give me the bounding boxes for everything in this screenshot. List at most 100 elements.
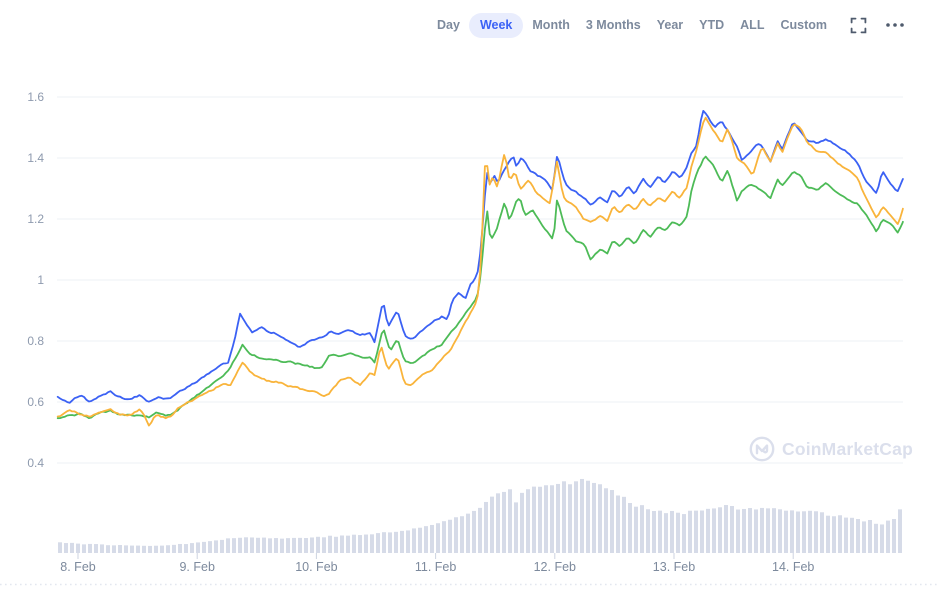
y-tick-label: 1 [37, 273, 44, 287]
volume-bar [364, 534, 368, 553]
volume-bar [886, 520, 890, 553]
volume-bar [136, 545, 140, 553]
volume-bar [466, 513, 470, 553]
volume-bar [544, 485, 548, 553]
volume-bar [754, 509, 758, 553]
volume-bar [520, 492, 524, 553]
volume-bar [124, 545, 128, 553]
volume-bar [652, 510, 656, 553]
volume-bar [232, 538, 236, 553]
volume-bar [448, 519, 452, 553]
volume-bar [856, 519, 860, 553]
volume-bar [634, 506, 638, 553]
x-tick-label: 11. Feb [415, 560, 457, 574]
volume-bar [442, 521, 446, 553]
volume-bar [88, 543, 92, 553]
volume-bar [172, 544, 176, 553]
volume-bar [286, 538, 290, 553]
price-lines [56, 110, 904, 427]
volume-bar [526, 489, 530, 553]
volume-bar [178, 543, 182, 553]
volume-bar [346, 535, 350, 553]
volume-bar [460, 516, 464, 553]
volume-bar [166, 545, 170, 553]
volume-bar [160, 545, 164, 553]
range-button-all[interactable]: ALL [733, 13, 771, 38]
volume-bar [892, 518, 896, 553]
volume-bar [550, 485, 554, 553]
fullscreen-button[interactable] [848, 15, 869, 36]
volume-bar [334, 536, 338, 553]
volume-bar [382, 532, 386, 553]
volume-bar [184, 544, 188, 553]
volume-bar [454, 517, 458, 553]
volume-bar [424, 526, 428, 553]
volume-bar [706, 508, 710, 553]
time-range-toolbar: Day Week Month 3 Months Year YTD ALL Custom [430, 13, 907, 38]
volume-bar [586, 480, 590, 553]
more-options-button[interactable] [883, 20, 907, 30]
volume-bar [760, 507, 764, 553]
volume-bar [304, 537, 308, 553]
volume-bar [748, 508, 752, 553]
volume-bar [532, 486, 536, 553]
volume-bar [664, 513, 668, 553]
volume-bar [496, 493, 500, 553]
volume-bar [388, 532, 392, 553]
volume-bar [622, 496, 626, 553]
volume-bar [772, 508, 776, 553]
volume-bar [508, 489, 512, 553]
x-axis-labels: 8. Feb 9. Feb 10. Feb 11. Feb 12. Feb 13. Feb… [60, 560, 814, 574]
fullscreen-icon [850, 17, 867, 34]
y-tick-label: 1.6 [27, 90, 44, 104]
volume-bar [766, 508, 770, 553]
range-button-custom[interactable]: Custom [773, 13, 834, 38]
range-button-month[interactable]: Month [525, 13, 576, 38]
volume-bar [538, 486, 542, 553]
volume-bar [352, 534, 356, 553]
price-line-yellow [56, 116, 904, 427]
volume-bar [256, 537, 260, 553]
volume-bar [700, 510, 704, 553]
volume-bar [310, 537, 314, 553]
volume-bar [70, 542, 74, 553]
volume-bar [202, 541, 206, 553]
volume-bar [844, 517, 848, 553]
volume-bar [262, 537, 266, 553]
volume-bar [808, 510, 812, 553]
range-button-ytd[interactable]: YTD [692, 13, 731, 38]
volume-bar [64, 543, 68, 553]
volume-bar [400, 530, 404, 553]
volume-bar [718, 507, 722, 553]
volume-bar [820, 512, 824, 553]
time-range-selector: Day Week Month 3 Months Year YTD ALL Custom [430, 13, 834, 38]
volume-bar [100, 544, 104, 553]
volume-bar [868, 520, 872, 553]
range-button-year[interactable]: Year [650, 13, 690, 38]
volume-bar [82, 544, 86, 553]
volume-bar [76, 543, 80, 553]
volume-bar [130, 545, 134, 553]
x-tick-label: 14. Feb [772, 560, 814, 574]
volume-bar [736, 509, 740, 553]
volume-bar [826, 515, 830, 553]
volume-bar [598, 484, 602, 553]
volume-bar [670, 510, 674, 553]
range-button-week[interactable]: Week [468, 13, 524, 38]
volume-bar [742, 508, 746, 553]
volume-bar [190, 543, 194, 553]
x-tick-label: 12. Feb [534, 560, 576, 574]
range-button-day[interactable]: Day [430, 13, 467, 38]
volume-bar [394, 531, 398, 553]
volume-bar [574, 481, 578, 553]
volume-bar [436, 523, 440, 553]
volume-bar [850, 517, 854, 553]
range-button-3-months[interactable]: 3 Months [579, 13, 648, 38]
volume-bar [862, 521, 866, 553]
volume-bar [796, 511, 800, 553]
y-gridlines [57, 96, 903, 464]
volume-bar [412, 528, 416, 553]
volume-bar [682, 514, 686, 553]
volume-bar [292, 537, 296, 553]
